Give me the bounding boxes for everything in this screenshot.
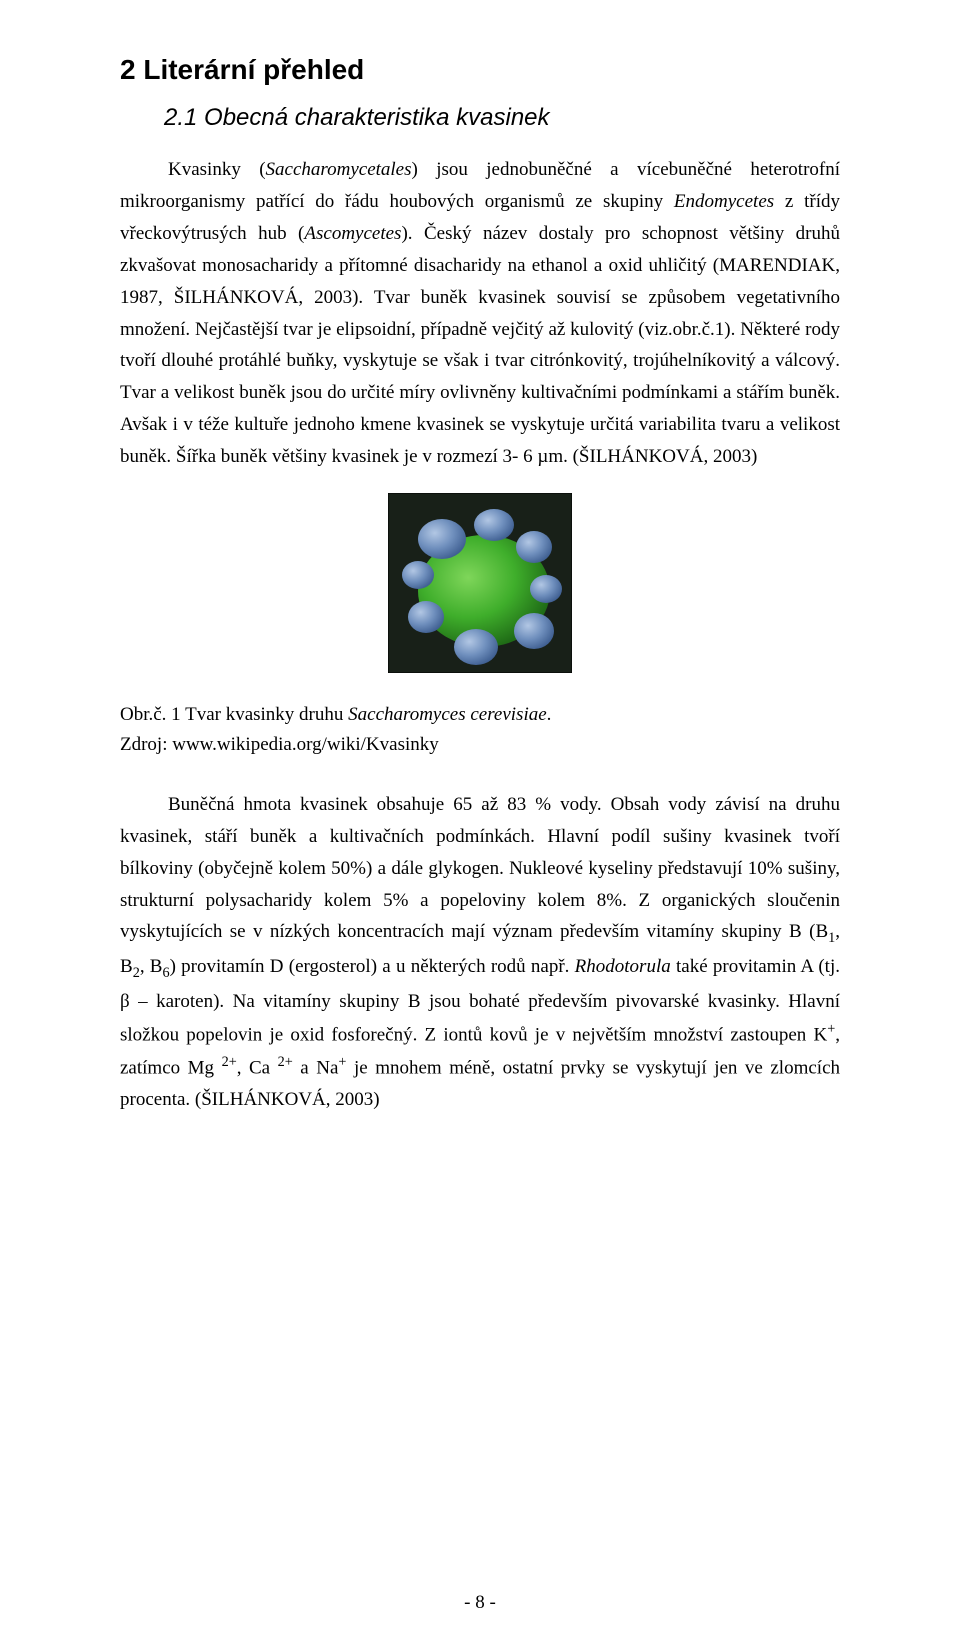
document-page: 2 Literární přehled 2.1 Obecná charakter…: [0, 0, 960, 1640]
text: Kvasinky (: [168, 159, 266, 180]
heading-1: 2 Literární přehled: [120, 54, 840, 86]
text-italic: Saccharomyces cerevisiae: [348, 704, 547, 725]
yeast-cell-image: [388, 493, 572, 673]
subscript: 6: [162, 965, 169, 981]
page-number: - 8 -: [0, 1592, 960, 1614]
paragraph-1: Kvasinky (Saccharomycetales) jsou jednob…: [120, 154, 840, 473]
caption-line-1: Obr.č. 1 Tvar kvasinky druhu Saccharomyc…: [120, 704, 551, 725]
subscript: 2: [133, 965, 140, 981]
text: , B: [140, 956, 163, 977]
paragraph-3: Buněčná hmota kvasinek obsahuje 65 až 83…: [120, 789, 840, 1116]
text: ) provitamín D (ergosterol) a u některýc…: [170, 956, 575, 977]
text-italic: Ascomycetes: [304, 223, 401, 244]
text: a Na: [293, 1057, 339, 1078]
text: .: [547, 704, 552, 725]
heading-2: 2.1 Obecná charakteristika kvasinek: [164, 104, 840, 132]
caption-line-2: Zdroj: www.wikipedia.org/wiki/Kvasinky: [120, 734, 439, 755]
text: Tvar buněk kvasinek souvisí se způsobem …: [120, 287, 840, 468]
superscript: 2+: [278, 1054, 293, 1070]
text-italic: Rhodotorula: [575, 956, 671, 977]
text: Buněčná hmota kvasinek obsahuje 65 až 83…: [120, 794, 840, 943]
text-italic: Saccharomycetales: [266, 159, 412, 180]
figure-yeast-cell: [120, 493, 840, 678]
superscript: 2+: [222, 1054, 237, 1070]
text: , Ca: [237, 1057, 278, 1078]
figure-caption: Obr.č. 1 Tvar kvasinky druhu Saccharomyc…: [120, 700, 840, 761]
text-italic: Endomycetes: [674, 191, 774, 212]
text: Obr.č. 1 Tvar kvasinky druhu: [120, 704, 348, 725]
